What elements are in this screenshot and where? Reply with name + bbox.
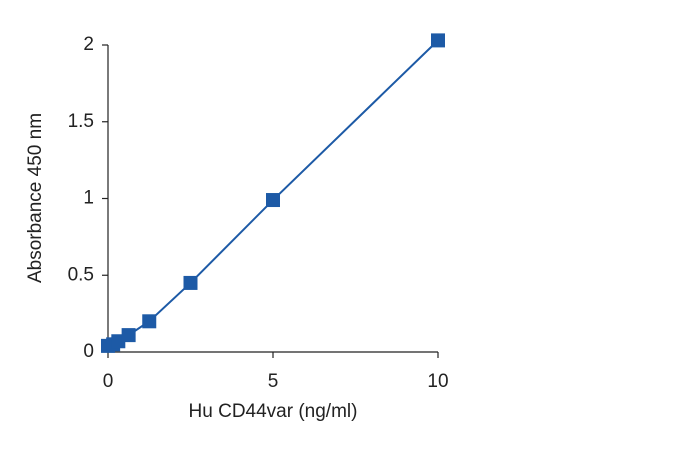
data-point xyxy=(266,193,280,208)
x-tick-label: 5 xyxy=(268,371,279,392)
data-point xyxy=(142,314,157,329)
y-tick-label: 0.5 xyxy=(68,264,94,285)
y-tick-label: 0 xyxy=(83,341,94,362)
y-tick-label: 1 xyxy=(83,188,94,209)
data-point xyxy=(431,33,445,48)
x-tick-label: 10 xyxy=(427,371,448,392)
y-axis-label: Absorbance 450 nm xyxy=(25,113,46,283)
x-axis-label: Hu CD44var (ng/ml) xyxy=(189,401,358,422)
data-point xyxy=(183,275,198,290)
x-tick-label: 0 xyxy=(103,371,114,392)
y-tick-label: 2 xyxy=(83,34,94,55)
y-tick-label: 1.5 xyxy=(68,111,94,132)
data-point xyxy=(121,328,136,343)
